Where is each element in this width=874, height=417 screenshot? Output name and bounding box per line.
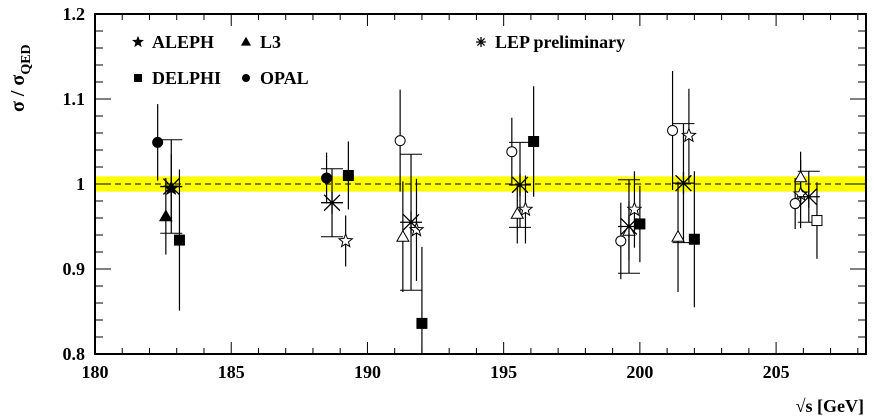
y-tick-label: 1.2 — [63, 4, 86, 24]
opal-point — [321, 172, 333, 184]
tick-layer — [94, 13, 866, 355]
opal-point — [667, 124, 679, 136]
legend-label: DELPHI — [152, 68, 221, 88]
error-bar-layer — [157, 70, 820, 354]
l3-point — [793, 170, 808, 183]
opal-point — [506, 146, 518, 158]
delphi-point — [342, 170, 354, 181]
lep-preliminary-point — [509, 173, 532, 196]
opal-point — [789, 198, 801, 210]
aleph-point — [337, 232, 354, 248]
x-tick-label: 180 — [82, 362, 109, 382]
marker-layer — [152, 124, 823, 329]
legend-item-delphi: DELPHI — [134, 68, 221, 88]
delphi-point — [811, 215, 823, 227]
delphi-point — [173, 234, 185, 246]
aleph-point — [626, 201, 643, 217]
delphi-point — [528, 136, 540, 147]
x-axis-label: √s [GeV] — [796, 396, 864, 416]
legend: ALEPH L3 LEP preliminary DELPHI OPAL — [132, 32, 625, 88]
legend-label: ALEPH — [152, 32, 214, 52]
l3-point — [510, 206, 525, 219]
y-tick-label: 1.1 — [63, 89, 86, 109]
l3-point — [395, 229, 410, 242]
y-tick-label: 0.8 — [63, 344, 86, 364]
y-tick-label: 0.9 — [63, 259, 86, 279]
y-axis-label-main: σ / σ — [7, 75, 29, 112]
legend-marker-square — [134, 74, 142, 82]
y-axis-label: σ / σQED — [7, 44, 34, 112]
aleph-point — [517, 201, 534, 217]
legend-item-l3: L3 — [240, 32, 281, 52]
legend-marker-star — [132, 35, 144, 48]
l3-point — [671, 229, 685, 242]
lep-preliminary-point — [400, 211, 423, 234]
x-tick-label: 205 — [763, 362, 790, 382]
delphi-point — [634, 218, 646, 230]
opal-point — [615, 235, 627, 247]
x-tick-label: 200 — [626, 362, 653, 382]
tick-label-layer: 180 185 190 195 200 205 0.8 0.9 1 1.1 1.2 — [63, 4, 790, 382]
aleph-point — [680, 127, 697, 143]
delphi-point — [688, 233, 700, 245]
lep-preliminary-point — [672, 172, 695, 195]
legend-item-opal: OPAL — [242, 68, 309, 88]
y-axis-label-sub: QED — [19, 44, 34, 74]
x-tick-label: 185 — [218, 362, 245, 382]
opal-point — [152, 136, 164, 148]
legend-item-aleph: ALEPH — [132, 32, 214, 52]
lep-preliminary-point — [797, 185, 820, 208]
legend-label: L3 — [260, 32, 281, 52]
legend-marker-triangle — [240, 36, 252, 46]
x-tick-label: 195 — [490, 362, 517, 382]
legend-item-lep-preliminary: LEP preliminary — [476, 32, 625, 52]
legend-marker-circle — [242, 74, 250, 82]
x-tick-label: 190 — [354, 362, 381, 382]
legend-label: LEP preliminary — [495, 32, 625, 52]
delphi-point — [416, 317, 428, 329]
lep-preliminary-point — [617, 215, 640, 238]
lep-preliminary-point — [160, 175, 183, 198]
lep-preliminary-point — [321, 191, 344, 214]
l3-point — [158, 209, 173, 222]
legend-label: OPAL — [260, 68, 309, 88]
y-tick-label: 1 — [76, 174, 85, 194]
legend-marker-asterisk — [476, 37, 486, 47]
opal-point — [394, 135, 406, 147]
